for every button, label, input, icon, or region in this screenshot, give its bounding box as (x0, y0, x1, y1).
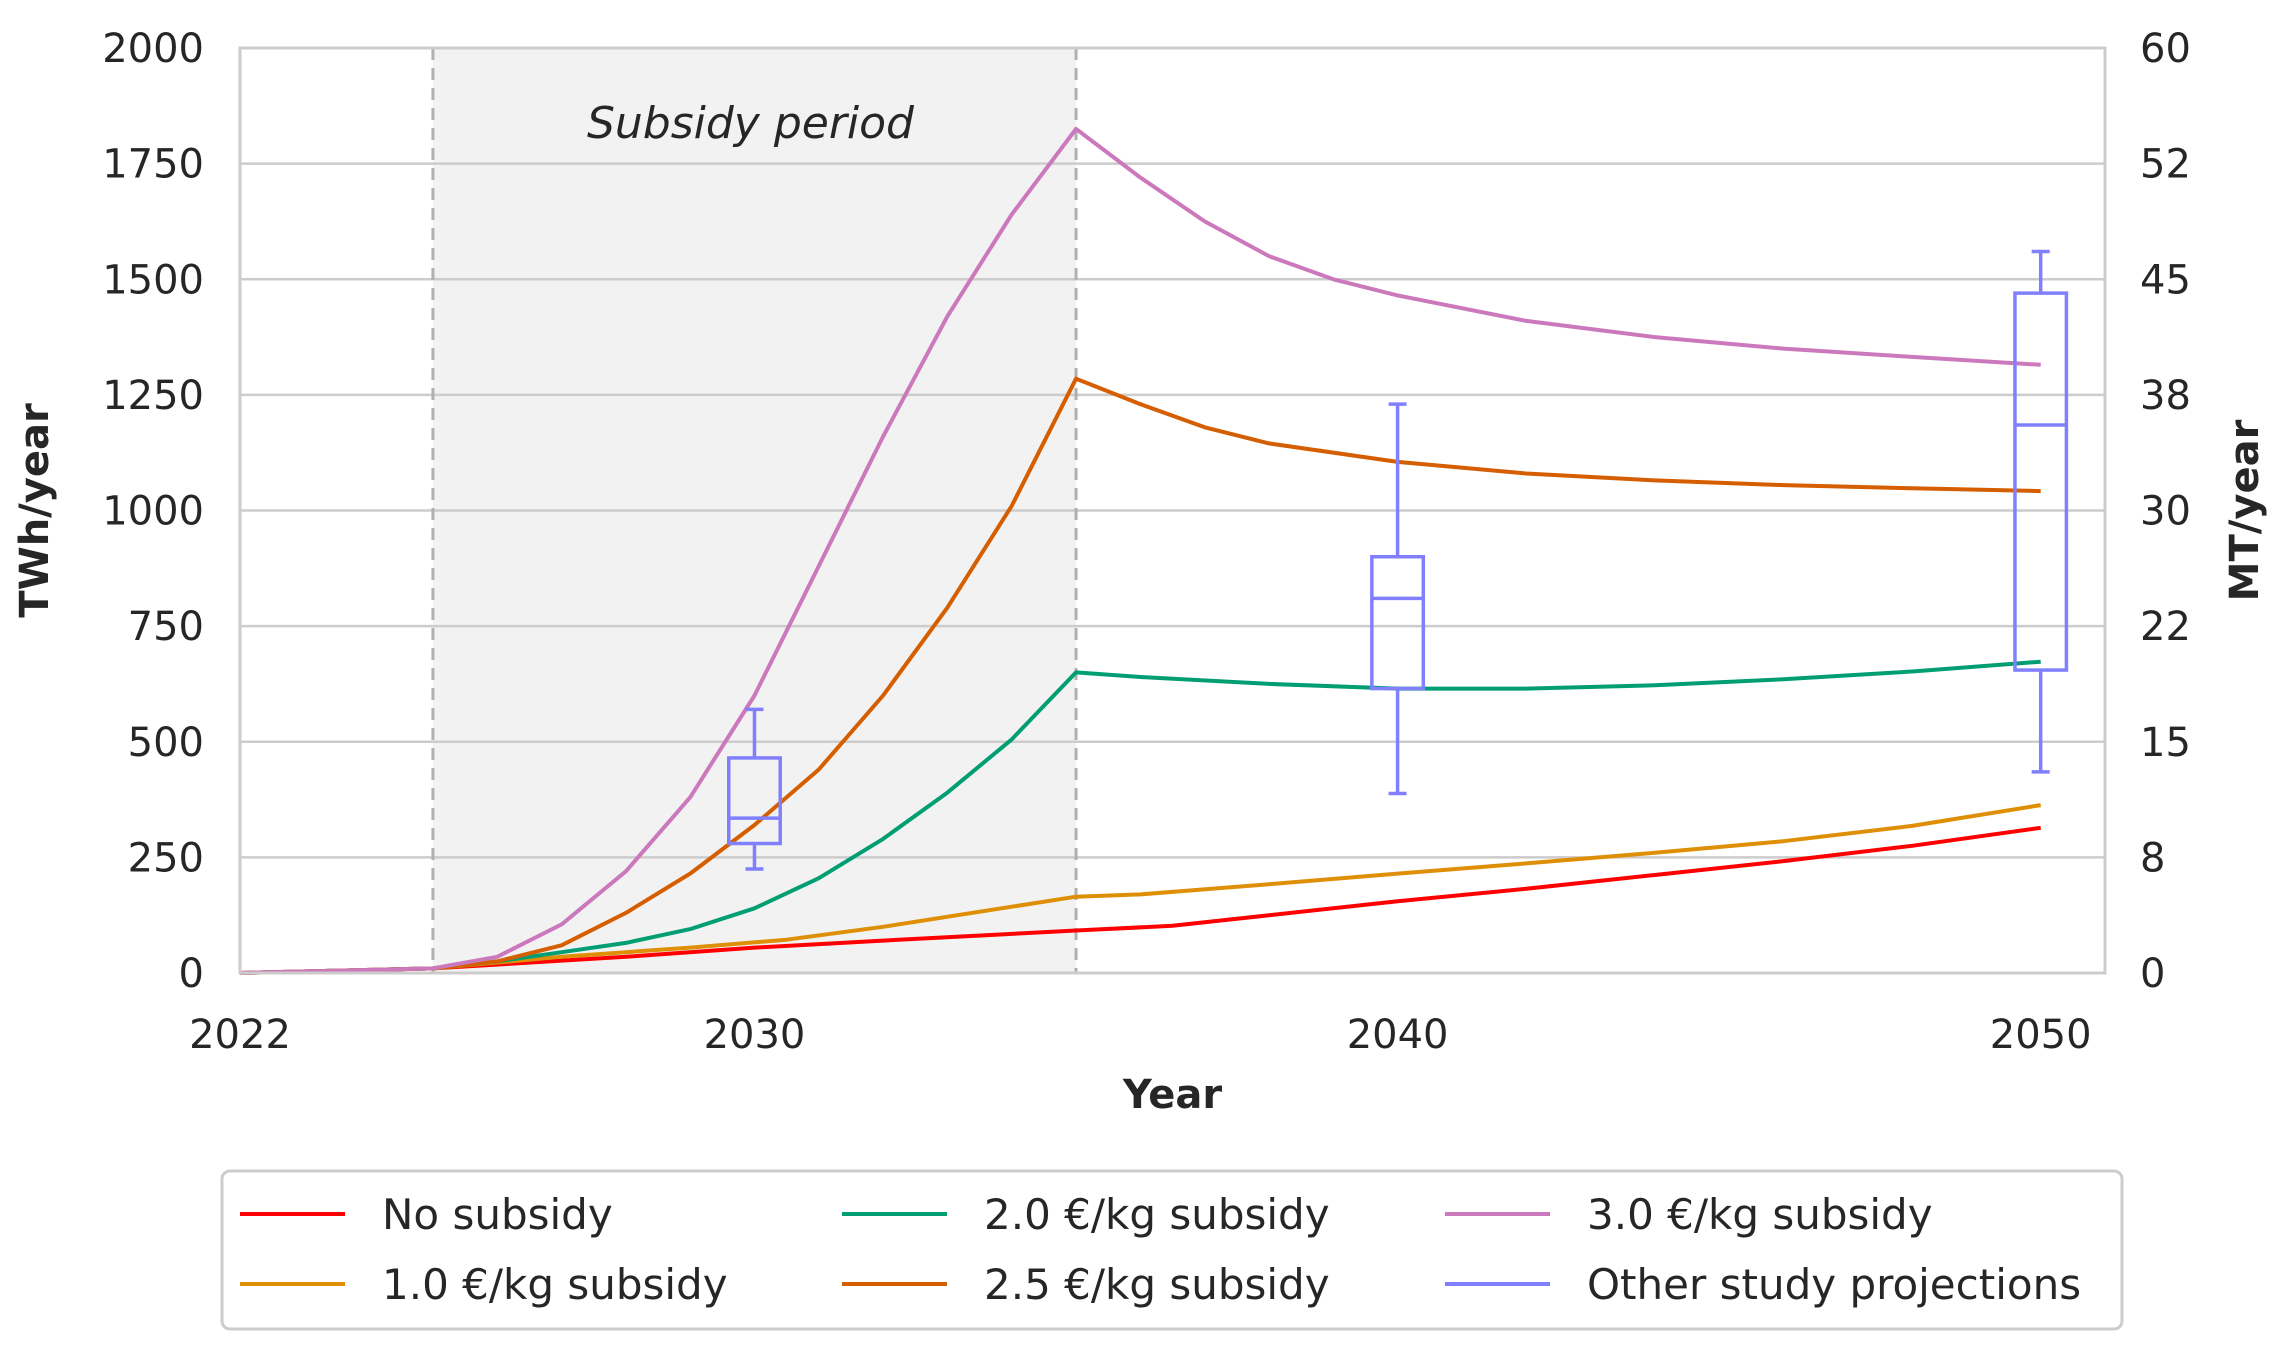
series-line (239, 825, 2041, 975)
y-right-tick-label: 60 (2140, 26, 2191, 72)
boxplot (727, 707, 782, 871)
y-right-tick-label: 38 (2140, 373, 2191, 419)
y-left-tick-label: 500 (128, 720, 204, 766)
y-left-tick-label: 1000 (102, 489, 204, 535)
y-right-tick-label: 8 (2140, 835, 2165, 881)
legend-label: No subsidy (382, 1190, 613, 1239)
boxplots (727, 249, 2069, 871)
legend-item: 3.0 €/kg subsidy (1445, 1190, 1933, 1239)
series-line (239, 126, 2041, 975)
y-right-tick-label: 0 (2140, 951, 2165, 997)
y-right-tick-label: 52 (2140, 142, 2191, 188)
y-left-tick-labels: 0 250 500 750 1000 1250 1500 1750 2000 (102, 26, 204, 997)
y-left-tick-label: 250 (128, 835, 204, 881)
boxplot (2013, 249, 2069, 774)
legend-item: Other study projections (1445, 1260, 2081, 1309)
legend-item: No subsidy (240, 1190, 613, 1239)
x-tick-label: 2030 (704, 1012, 806, 1058)
series-line (239, 803, 2042, 975)
legend: No subsidy 1.0 €/kg subsidy 2.0 €/kg subsi… (220, 1169, 2124, 1331)
y-left-tick-label: 0 (179, 951, 204, 997)
plot-frame (238, 46, 2107, 975)
y-left-tick-label: 2000 (102, 26, 204, 72)
y-left-tick-label: 1250 (102, 373, 204, 419)
legend-item: 1.0 €/kg subsidy (240, 1260, 728, 1309)
legend-label: 1.0 €/kg subsidy (382, 1260, 728, 1309)
legend-label: 2.0 €/kg subsidy (984, 1190, 1330, 1239)
legend-label: Other study projections (1587, 1260, 2081, 1309)
x-tick-label: 2022 (189, 1012, 291, 1058)
y-left-axis-title: TWh/year (12, 403, 58, 618)
legend-label: 2.5 €/kg subsidy (984, 1260, 1330, 1309)
y-right-tick-label: 22 (2140, 604, 2191, 650)
series-line (239, 659, 2041, 975)
subsidy-period-label: Subsidy period (587, 98, 915, 149)
y-right-tick-label: 30 (2140, 489, 2191, 535)
legend-label: 3.0 €/kg subsidy (1587, 1190, 1933, 1239)
y-right-tick-label: 45 (2140, 257, 2191, 303)
y-left-tick-label: 1750 (102, 142, 204, 188)
y-left-tick-label: 1500 (102, 257, 204, 303)
legend-frame (220, 1169, 2124, 1331)
box (1370, 555, 1426, 691)
y-right-axis-title: MT/year (2222, 419, 2268, 601)
legend-item: 2.5 €/kg subsidy (842, 1260, 1330, 1309)
x-axis-title: Year (1122, 1072, 1222, 1118)
box (2013, 291, 2069, 672)
y-right-tick-labels: 0 8 15 22 30 38 45 52 60 (2140, 26, 2191, 997)
x-tick-label: 2050 (1990, 1012, 2092, 1058)
legend-item: 2.0 €/kg subsidy (842, 1190, 1330, 1239)
x-tick-label: 2040 (1347, 1012, 1449, 1058)
y-right-tick-label: 15 (2140, 720, 2191, 766)
x-tick-labels: 2022 2030 2040 2050 (189, 1012, 2091, 1058)
boxplot (1370, 402, 1426, 796)
series-lines (239, 126, 2042, 975)
series-line (239, 376, 2041, 975)
y-left-tick-label: 750 (128, 604, 204, 650)
